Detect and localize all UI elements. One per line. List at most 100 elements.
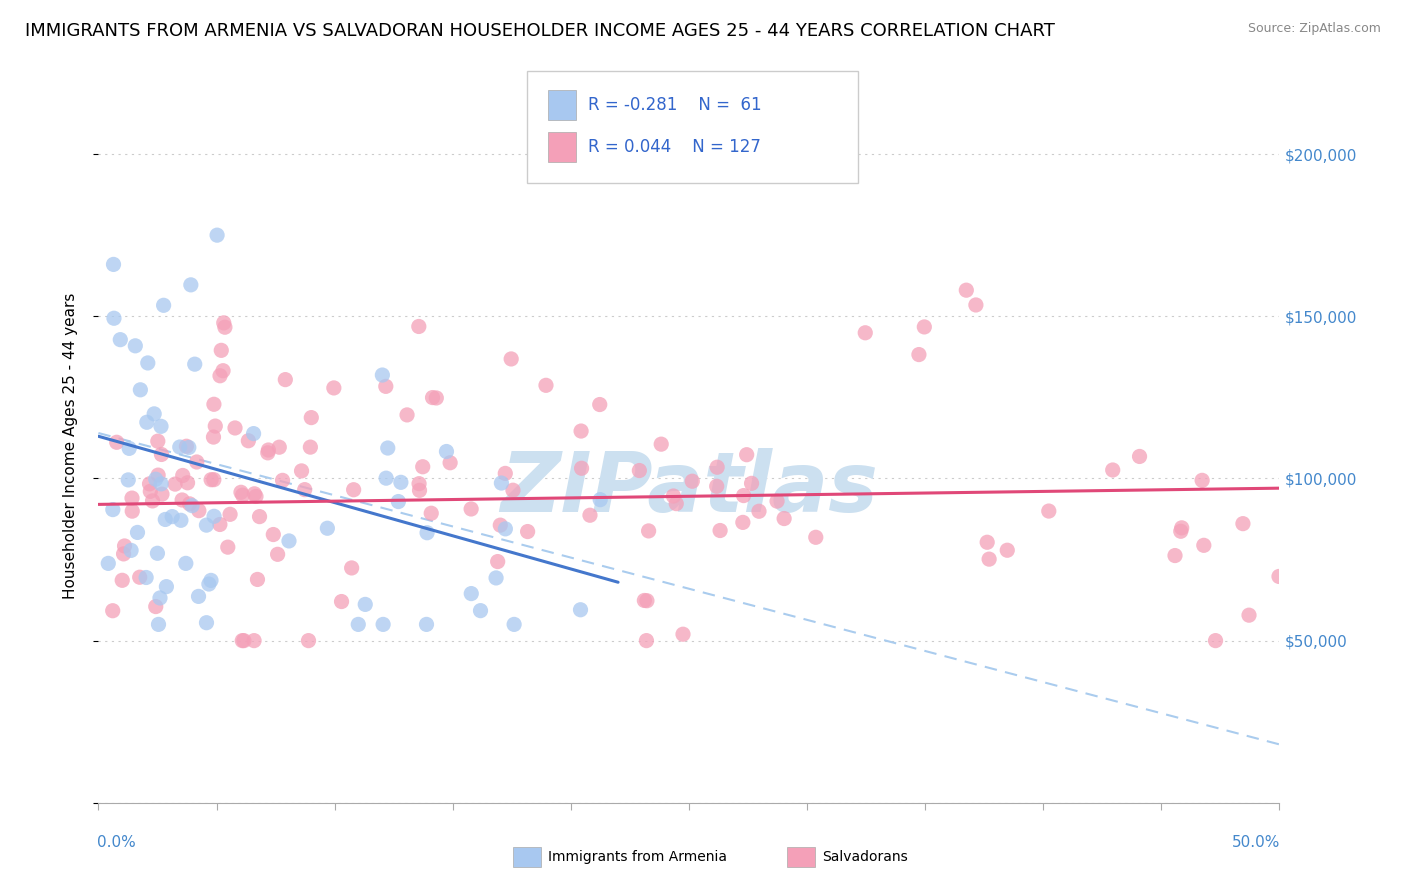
Point — [112, 547, 135, 561]
Point — [209, 343, 232, 358]
Point — [269, 440, 291, 454]
Point — [633, 593, 655, 607]
Point — [172, 468, 194, 483]
Point — [1191, 474, 1213, 488]
Point — [748, 504, 770, 518]
Point — [186, 455, 208, 469]
Point — [354, 598, 377, 612]
Point — [243, 487, 266, 501]
Point — [299, 440, 322, 454]
Point — [214, 320, 236, 334]
Point — [101, 502, 124, 516]
Point — [340, 561, 363, 575]
Point — [139, 484, 162, 499]
Point — [415, 617, 437, 632]
Point — [1164, 549, 1187, 563]
Point — [128, 570, 150, 584]
Point — [470, 604, 492, 618]
Point — [187, 590, 209, 604]
Point — [1170, 521, 1192, 535]
Point — [271, 474, 294, 488]
Point — [256, 446, 278, 460]
Point — [731, 516, 754, 530]
Point — [229, 485, 252, 500]
Point — [706, 479, 728, 493]
Point — [489, 518, 512, 533]
Text: R = 0.044    N = 127: R = 0.044 N = 127 — [588, 138, 761, 156]
Point — [955, 283, 977, 297]
Point — [422, 391, 444, 405]
Point — [121, 491, 143, 505]
Point — [297, 633, 319, 648]
Point — [299, 410, 322, 425]
Point — [322, 381, 344, 395]
Point — [908, 347, 931, 361]
Point — [146, 434, 169, 449]
Point — [262, 527, 284, 541]
Point — [294, 483, 316, 497]
Point — [408, 476, 430, 491]
Point — [245, 490, 267, 504]
Point — [501, 351, 523, 366]
Point — [636, 633, 658, 648]
Point — [179, 497, 201, 511]
Point — [534, 378, 557, 392]
Point — [330, 594, 353, 608]
Point — [420, 506, 443, 520]
Point — [494, 522, 516, 536]
Point — [148, 617, 170, 632]
Point — [766, 494, 789, 508]
Point — [141, 494, 163, 508]
Point — [198, 577, 221, 591]
Point — [371, 368, 394, 382]
Point — [219, 508, 242, 522]
Point — [204, 419, 226, 434]
Point — [853, 326, 876, 340]
Point — [200, 473, 222, 487]
Point — [169, 440, 191, 454]
Point — [1192, 538, 1215, 552]
Point — [1128, 450, 1150, 464]
Point — [118, 442, 141, 456]
Point — [135, 570, 157, 584]
Point — [650, 437, 672, 451]
Point — [389, 475, 412, 490]
Point — [912, 320, 935, 334]
Point — [665, 497, 688, 511]
Y-axis label: Householder Income Ages 25 - 44 years: Householder Income Ages 25 - 44 years — [63, 293, 77, 599]
Point — [274, 373, 297, 387]
Point — [177, 441, 200, 455]
Point — [146, 468, 169, 483]
Point — [436, 444, 458, 458]
Point — [503, 617, 526, 632]
Point — [1170, 524, 1192, 539]
Text: 0.0%: 0.0% — [97, 835, 136, 850]
Point — [460, 502, 482, 516]
Point — [145, 472, 167, 486]
Point — [155, 580, 177, 594]
Point — [150, 447, 173, 461]
Point — [146, 546, 169, 560]
Point — [494, 467, 516, 481]
Point — [202, 473, 225, 487]
Point — [127, 525, 149, 540]
Point — [1268, 569, 1291, 583]
Point — [120, 543, 142, 558]
Point — [672, 627, 695, 641]
Point — [589, 492, 612, 507]
Point — [995, 543, 1018, 558]
Point — [114, 539, 136, 553]
Point — [1038, 504, 1060, 518]
Point — [579, 508, 602, 523]
Point — [202, 430, 225, 444]
Point — [110, 333, 132, 347]
Point — [176, 475, 198, 490]
Point — [238, 434, 260, 448]
Point — [138, 476, 160, 491]
Point — [195, 615, 218, 630]
Point — [502, 483, 524, 498]
Point — [172, 493, 194, 508]
Point — [741, 476, 763, 491]
Point — [1101, 463, 1123, 477]
Point — [105, 435, 128, 450]
